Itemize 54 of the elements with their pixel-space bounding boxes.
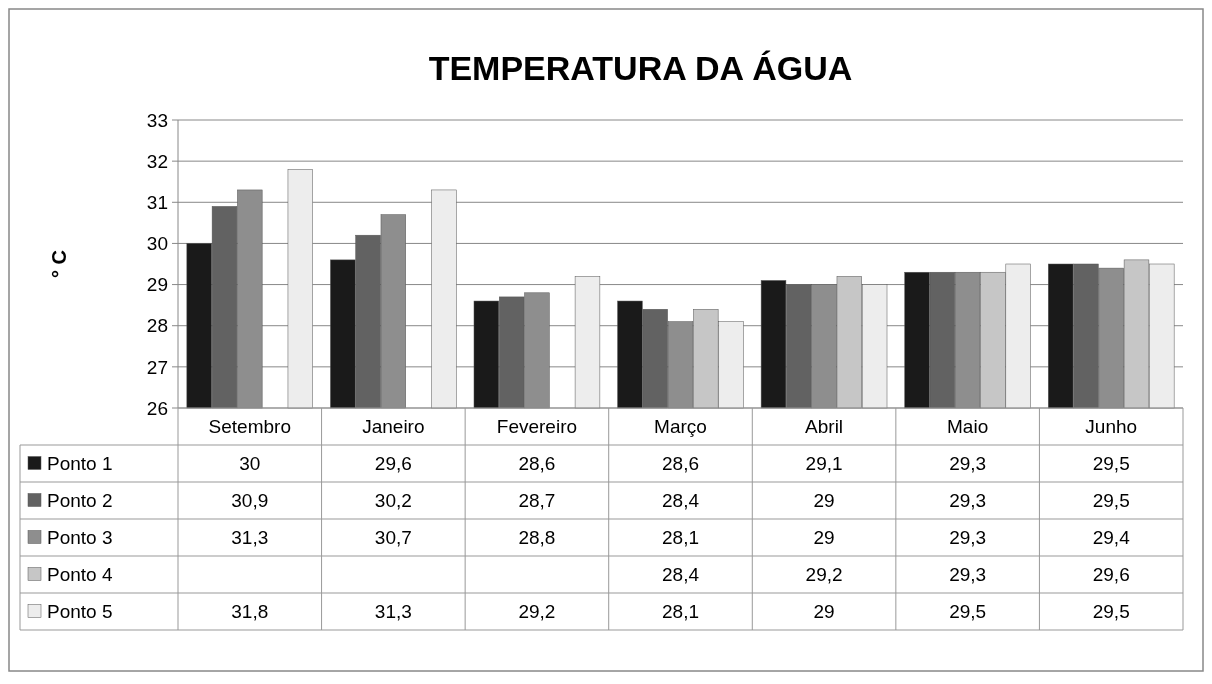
x-tick-label: Junho xyxy=(1085,416,1138,438)
legend-label: Ponto 5 xyxy=(47,601,113,623)
data-label: 29,4 xyxy=(1092,527,1131,549)
x-tick-label: Maio xyxy=(947,416,989,438)
data-label: 29 xyxy=(813,490,835,512)
data-label: 31,3 xyxy=(374,601,412,623)
data-label: 29,5 xyxy=(1092,490,1130,512)
data-label: 30 xyxy=(239,453,261,475)
data-label: 29,3 xyxy=(949,453,987,475)
data-label: 30,2 xyxy=(374,490,412,512)
x-tick-label: Setembro xyxy=(208,416,291,438)
y-tick-label: 28 xyxy=(146,315,168,337)
y-tick-label: 30 xyxy=(146,233,168,255)
data-label: 29 xyxy=(813,601,835,623)
data-label: 29,2 xyxy=(805,564,843,586)
chart-title: TEMPERATURA DA ÁGUA xyxy=(428,49,853,87)
data-label: 28,6 xyxy=(518,453,556,475)
data-label: 29,6 xyxy=(1092,564,1130,586)
x-tick-label: Abril xyxy=(805,416,844,438)
data-label: 31,3 xyxy=(231,527,269,549)
y-axis-title: ° C xyxy=(48,250,70,278)
x-tick-label: Fevereiro xyxy=(496,416,578,438)
data-label: 31,8 xyxy=(231,601,269,623)
y-tick-label: 26 xyxy=(146,397,168,419)
x-tick-label: Março xyxy=(654,416,707,438)
y-tick-label: 29 xyxy=(146,274,168,296)
data-label: 29,5 xyxy=(1092,601,1130,623)
y-tick-label: 31 xyxy=(146,191,168,213)
data-label: 29,3 xyxy=(949,527,987,549)
legend-label: Ponto 1 xyxy=(47,453,113,475)
data-label: 28,4 xyxy=(662,564,700,586)
y-tick-label: 32 xyxy=(146,150,168,172)
data-label: 30,9 xyxy=(231,490,269,512)
y-tick-label: 27 xyxy=(146,356,168,378)
data-label: 29,5 xyxy=(1092,453,1130,475)
data-label: 28,1 xyxy=(662,601,699,623)
data-label: 29,1 xyxy=(805,453,843,475)
data-label: 29,3 xyxy=(949,490,987,512)
data-label: 28,8 xyxy=(518,527,556,549)
data-label: 29,3 xyxy=(949,564,987,586)
data-label: 29,6 xyxy=(374,453,412,475)
legend-label: Ponto 4 xyxy=(47,564,113,586)
data-label: 28,6 xyxy=(662,453,699,475)
data-label: 28,7 xyxy=(518,490,556,512)
legend-label: Ponto 3 xyxy=(47,527,113,549)
data-label: 28,4 xyxy=(662,490,700,512)
x-tick-label: Janeiro xyxy=(362,416,425,438)
data-label: 29,2 xyxy=(518,601,556,623)
data-label: 28,1 xyxy=(662,527,699,549)
data-label: 30,7 xyxy=(374,527,412,549)
data-label: 29,5 xyxy=(949,601,987,623)
y-tick-label: 33 xyxy=(146,109,168,131)
legend-label: Ponto 2 xyxy=(47,490,113,512)
data-label: 29 xyxy=(813,527,835,549)
